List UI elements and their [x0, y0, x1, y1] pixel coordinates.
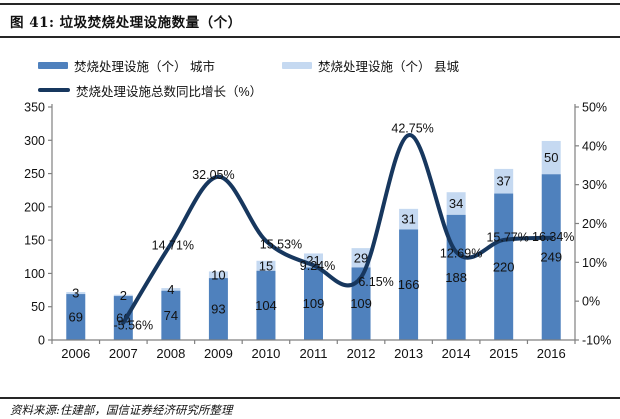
county-bar-value-label: 37	[496, 174, 510, 189]
county-bar-value-label: 10	[211, 267, 225, 282]
x-axis-year-label: 2014	[442, 346, 471, 361]
county-bar-segment	[208, 271, 228, 279]
city-bar-segment	[304, 267, 323, 340]
chart-canvas: 6936627449310104151092110929166311883422…	[24, 101, 611, 362]
city-bar-value-label: 104	[255, 298, 277, 313]
growth-point-label: 15.77%	[486, 230, 528, 244]
left-axis-tick-label: 100	[24, 267, 45, 281]
county-bar-segment	[494, 168, 514, 194]
county-bar-segment	[446, 192, 466, 215]
x-axis-year-label: 2007	[109, 346, 138, 361]
right-axis-tick-label: 40%	[582, 139, 607, 153]
x-axis-year-label: 2010	[251, 346, 280, 361]
left-axis-tick-label: 150	[24, 234, 45, 248]
county-bar-segment	[113, 294, 133, 297]
city-bar-segment	[399, 229, 419, 340]
x-axis-year-label: 2015	[489, 346, 518, 361]
growth-line	[121, 133, 554, 325]
county-bar-value-label: 31	[401, 212, 415, 227]
growth-point-label: 6.15%	[358, 275, 393, 289]
city-bar-segment	[161, 290, 181, 340]
legend-swatch-city-bar	[38, 61, 68, 69]
city-bar-value-label: 166	[398, 277, 420, 292]
legend-item-growth-line: 焚烧处理设施总数同比增长（%）	[38, 82, 263, 99]
header-top-rule	[0, 3, 620, 5]
right-axis-tick-label: 10%	[582, 256, 607, 270]
legend-item-county-bars: 焚烧处理设施（个） 县城	[282, 57, 459, 74]
left-axis-tick-label: 300	[24, 134, 45, 148]
city-bar-segment	[351, 267, 371, 340]
header-bottom-rule	[0, 36, 620, 38]
legend-swatch-county-bar	[282, 61, 312, 69]
county-bar-value-label: 4	[167, 282, 174, 297]
city-bar-value-label: 188	[445, 270, 467, 285]
figure-title: 图 41: 垃圾焚烧处理设施数量（个）	[10, 15, 242, 31]
right-axis-tick-label: 30%	[582, 178, 607, 192]
x-axis-year-label: 2006	[61, 346, 90, 361]
left-axis-tick-label: 200	[24, 200, 45, 214]
city-bar-value-label: 74	[164, 308, 178, 323]
left-axis-tick-label: 350	[24, 101, 45, 115]
city-bar-segment	[208, 278, 228, 340]
right-axis-tick-label: 20%	[582, 217, 607, 231]
county-bar-value-label: 29	[354, 250, 368, 265]
x-axis-year-label: 2011	[300, 346, 328, 361]
city-bar-segment	[494, 193, 514, 340]
left-axis-tick-label: 50	[31, 300, 45, 314]
legend-row-1: 焚烧处理设施（个） 城市 焚烧处理设施（个） 县城	[0, 57, 620, 74]
county-bar-segment	[399, 208, 419, 230]
x-axis-year-label: 2012	[347, 346, 376, 361]
city-bar-value-label: 109	[303, 296, 325, 311]
county-bar-segment	[256, 260, 276, 271]
growth-point-label: 16.34%	[532, 230, 574, 244]
right-axis-tick-label: 50%	[582, 101, 607, 115]
x-axis-year-label: 2013	[394, 346, 423, 361]
growth-point-label: 32.05%	[192, 168, 234, 182]
growth-point-label: 9.24%	[300, 259, 335, 273]
county-bar-value-label: 2	[120, 288, 127, 303]
city-bar-segment	[113, 296, 133, 340]
x-axis-year-label: 2008	[156, 346, 185, 361]
legend-swatch-growth-line	[38, 88, 70, 92]
city-bar-value-label: 93	[211, 302, 225, 317]
growth-point-label: -5.56%	[114, 318, 154, 332]
legend-row-2: 焚烧处理设施总数同比增长（%）	[0, 82, 620, 99]
city-bar-segment	[66, 294, 86, 340]
city-bar-segment	[256, 270, 276, 340]
left-axis-tick-label: 0	[38, 334, 45, 348]
source-note: 资料来源:住建部，国信证券经济研究所整理	[10, 403, 233, 417]
growth-point-label: 15.53%	[260, 237, 302, 251]
left-axis-tick-label: 250	[24, 167, 45, 181]
growth-point-label: 12.69%	[440, 246, 482, 260]
county-bar-value-label: 15	[259, 258, 273, 273]
city-bar-segment	[541, 174, 561, 340]
county-bar-value-label: 3	[72, 286, 79, 301]
legend-label-city: 焚烧处理设施（个） 城市	[74, 59, 215, 74]
right-axis-tick-label: -10%	[582, 334, 611, 348]
right-axis-tick-label: 0%	[582, 295, 600, 309]
x-axis-year-label: 2009	[204, 346, 233, 361]
city-bar-value-label: 69	[69, 310, 83, 325]
county-bar-segment	[541, 140, 561, 175]
county-bar-value-label: 50	[544, 150, 558, 165]
legend-label-county: 焚烧处理设施（个） 县城	[318, 59, 459, 74]
legend-item-city-bars: 焚烧处理设施（个） 城市	[38, 57, 215, 74]
city-bar-value-label: 220	[493, 259, 515, 274]
growth-point-label: 14.71%	[152, 239, 194, 253]
city-bar-value-label: 249	[540, 250, 562, 265]
x-axis-year-label: 2016	[537, 346, 566, 361]
legend-label-growth: 焚烧处理设施总数同比增长（%）	[76, 84, 263, 99]
county-bar-value-label: 34	[449, 196, 463, 211]
growth-point-label: 42.75%	[391, 122, 433, 136]
footer-rule	[0, 397, 620, 399]
city-bar-value-label: 109	[350, 296, 372, 311]
county-bar-segment	[66, 292, 86, 295]
county-bar-segment	[161, 288, 181, 291]
